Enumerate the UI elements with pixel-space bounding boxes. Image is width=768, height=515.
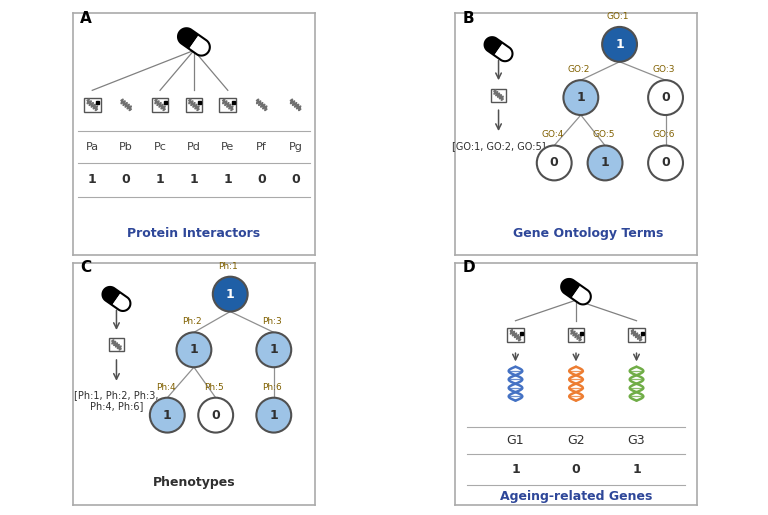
Text: Phenotypes: Phenotypes: [153, 476, 235, 489]
Text: 1: 1: [88, 174, 97, 186]
Polygon shape: [112, 293, 131, 311]
Text: C: C: [80, 260, 91, 276]
Polygon shape: [178, 28, 199, 49]
FancyBboxPatch shape: [491, 89, 506, 101]
Circle shape: [177, 332, 211, 367]
Bar: [232, 101, 235, 105]
Text: A: A: [80, 10, 92, 26]
Text: 0: 0: [122, 174, 131, 186]
Text: 0: 0: [661, 157, 670, 169]
Text: 1: 1: [270, 408, 278, 422]
Polygon shape: [485, 37, 503, 55]
Text: GO:6: GO:6: [653, 130, 675, 140]
Circle shape: [602, 27, 637, 62]
Circle shape: [257, 398, 291, 433]
Text: Ph:2: Ph:2: [182, 317, 202, 327]
FancyBboxPatch shape: [220, 98, 236, 112]
Text: 1: 1: [270, 344, 278, 356]
Text: 0: 0: [550, 157, 558, 169]
Bar: [641, 332, 644, 335]
Polygon shape: [102, 287, 121, 305]
Text: Ph:6: Ph:6: [262, 383, 282, 392]
Text: G1: G1: [507, 434, 525, 447]
Text: 0: 0: [571, 463, 581, 476]
Circle shape: [648, 80, 683, 115]
Circle shape: [564, 80, 598, 115]
Bar: [520, 332, 522, 335]
Text: [GO:1, GO:2, GO:5]: [GO:1, GO:2, GO:5]: [452, 141, 545, 151]
Text: [Ph:1, Ph:2, Ph:3,
Ph:4, Ph:6]: [Ph:1, Ph:2, Ph:3, Ph:4, Ph:6]: [74, 390, 159, 411]
Text: B: B: [462, 10, 474, 26]
Text: Ph:5: Ph:5: [204, 383, 223, 392]
Text: 0: 0: [257, 174, 266, 186]
Bar: [580, 332, 583, 335]
Bar: [97, 101, 99, 105]
Text: Pd: Pd: [187, 142, 201, 152]
Text: 1: 1: [615, 38, 624, 51]
Text: G3: G3: [627, 434, 645, 447]
FancyBboxPatch shape: [568, 328, 584, 342]
Text: Ageing-related Genes: Ageing-related Genes: [500, 490, 652, 503]
Text: 1: 1: [163, 408, 172, 422]
FancyBboxPatch shape: [507, 328, 524, 342]
Text: 1: 1: [577, 91, 585, 104]
Text: Pf: Pf: [257, 142, 267, 152]
Circle shape: [648, 146, 683, 180]
FancyBboxPatch shape: [186, 98, 202, 112]
Text: GO:1: GO:1: [607, 12, 629, 21]
Circle shape: [537, 146, 571, 180]
Text: Protein Interactors: Protein Interactors: [127, 227, 260, 239]
Bar: [164, 101, 167, 105]
Text: Pe: Pe: [221, 142, 234, 152]
Text: 1: 1: [601, 157, 610, 169]
Text: Pc: Pc: [154, 142, 167, 152]
Polygon shape: [495, 43, 512, 61]
Text: Ph:4: Ph:4: [156, 383, 175, 392]
Circle shape: [198, 398, 233, 433]
Text: GO:3: GO:3: [653, 65, 675, 74]
Text: GO:2: GO:2: [568, 65, 591, 74]
Circle shape: [213, 277, 247, 312]
Circle shape: [257, 332, 291, 367]
Circle shape: [150, 398, 185, 433]
Text: 1: 1: [632, 463, 641, 476]
Bar: [198, 101, 201, 105]
Text: 0: 0: [291, 174, 300, 186]
Circle shape: [588, 146, 623, 180]
FancyBboxPatch shape: [628, 328, 645, 342]
Text: 1: 1: [511, 463, 520, 476]
Text: 1: 1: [223, 174, 232, 186]
Text: GO:5: GO:5: [592, 130, 614, 140]
Polygon shape: [189, 35, 210, 56]
Text: GO:4: GO:4: [541, 130, 564, 140]
Text: Gene Ontology Terms: Gene Ontology Terms: [513, 227, 664, 239]
Polygon shape: [571, 285, 591, 304]
Text: Pg: Pg: [289, 142, 303, 152]
Text: 1: 1: [226, 287, 234, 301]
Polygon shape: [561, 279, 581, 298]
Text: Ph:1: Ph:1: [219, 262, 238, 271]
Text: G2: G2: [568, 434, 584, 447]
Text: D: D: [462, 260, 475, 276]
Text: Ph:3: Ph:3: [262, 317, 282, 327]
Text: 1: 1: [190, 344, 198, 356]
FancyBboxPatch shape: [84, 98, 101, 112]
Text: 0: 0: [211, 408, 220, 422]
FancyBboxPatch shape: [109, 338, 124, 351]
Text: Pa: Pa: [86, 142, 99, 152]
Text: Pb: Pb: [119, 142, 133, 152]
FancyBboxPatch shape: [152, 98, 168, 112]
Text: 0: 0: [661, 91, 670, 104]
Text: 1: 1: [190, 174, 198, 186]
Text: 1: 1: [156, 174, 164, 186]
